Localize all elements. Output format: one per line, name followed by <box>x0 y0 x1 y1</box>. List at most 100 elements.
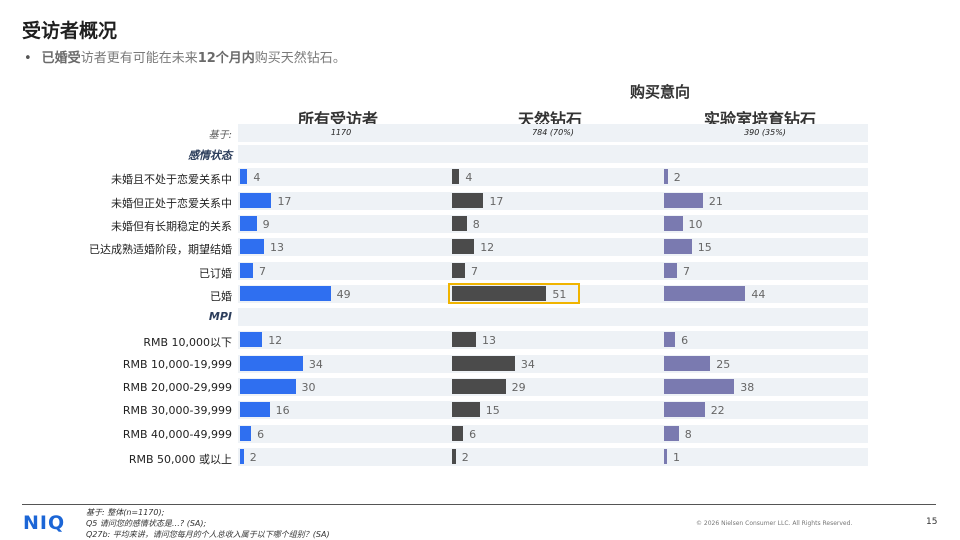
value-natural: 2 <box>461 450 469 464</box>
value-lab: 1 <box>673 450 680 464</box>
bar-natural <box>452 192 484 208</box>
base-value-natural: 784 (70%) <box>532 128 574 137</box>
row-band <box>238 308 868 327</box>
bar-all <box>240 332 263 348</box>
row-band <box>238 401 868 420</box>
bar-all <box>240 448 244 464</box>
footnote-q27b: Q27b: 平均来讲，请问您每月的个人总收入属于以下哪个组别？(SA) <box>86 530 330 539</box>
base-value-lab: 390 (35%) <box>744 128 786 137</box>
row-label: RMB 20,000-29,999 <box>122 381 232 394</box>
bar-all <box>240 192 272 208</box>
base-value-all: 1170 <box>330 128 352 137</box>
subtitle-text-2: 购买天然钻石 <box>254 51 333 66</box>
row-band <box>238 191 868 210</box>
bar-all <box>240 379 296 394</box>
row-label: 已订婚 <box>199 266 232 280</box>
bar-natural <box>452 285 547 301</box>
bar-natural <box>452 262 465 278</box>
value-lab: 2 <box>673 171 681 185</box>
value-all: 49 <box>336 287 351 301</box>
row-label: 未婚且不处于恋爱关系中 <box>111 173 232 187</box>
purchase-intent-header: 购买意向 <box>629 83 690 101</box>
row-band <box>238 168 868 187</box>
value-natural: 13 <box>482 334 497 348</box>
bar-natural <box>452 402 480 418</box>
bar-all <box>240 402 270 418</box>
value-all: 2 <box>249 450 257 464</box>
value-all: 17 <box>277 194 292 208</box>
bar-all <box>240 355 303 371</box>
row-label: RMB 40,000-49,999 <box>122 427 232 441</box>
bar-lab <box>664 402 705 418</box>
bar-lab <box>664 169 668 185</box>
slide-subtitle: • 已婚受访者更有可能在未来12个月内购买天然钻石。 <box>24 47 346 66</box>
row-band <box>238 331 868 350</box>
row-label: RMB 30,000-39,999 <box>122 404 232 418</box>
value-all: 16 <box>275 404 290 418</box>
row-band <box>238 261 868 280</box>
copyright: © 2026 Nielsen Consumer LLC. All Rights … <box>696 520 853 527</box>
value-all: 4 <box>253 171 261 185</box>
value-natural: 15 <box>485 404 500 418</box>
niq-logo: NIQ <box>23 512 66 534</box>
bar-lab <box>664 285 746 301</box>
bar-natural <box>452 425 464 441</box>
row-label: RMB 50,000 或以上 <box>128 452 232 466</box>
section-header: MPI <box>208 310 232 324</box>
row-band <box>238 447 868 466</box>
bar-lab <box>664 239 692 255</box>
bar-natural <box>452 169 460 185</box>
subtitle-emphasis: 已婚受 <box>41 51 81 66</box>
bar-all <box>240 285 331 301</box>
value-natural: 34 <box>520 357 535 371</box>
value-all: 7 <box>258 264 266 278</box>
row-label: RMB 10,000-19,999 <box>122 357 232 371</box>
value-natural: 4 <box>465 171 473 185</box>
bar-all <box>240 262 253 278</box>
bar-lab <box>664 262 677 278</box>
row-band <box>238 238 868 257</box>
bar-natural <box>452 239 475 255</box>
value-natural: 6 <box>469 427 477 441</box>
bar-all <box>240 239 265 255</box>
value-lab: 44 <box>751 287 766 301</box>
row-label: 未婚但正处于恋爱关系中 <box>111 196 232 210</box>
footnote-base: 基于: 整体(n=1170); <box>86 508 165 517</box>
value-lab: 21 <box>708 194 723 208</box>
slide-title: 受访者概况 <box>22 20 118 42</box>
row-band <box>238 354 868 373</box>
value-natural: 51 <box>552 287 567 301</box>
bar-lab <box>664 332 676 348</box>
base-label: 基于: <box>208 130 232 141</box>
value-all: 13 <box>270 241 285 255</box>
value-lab: 8 <box>684 427 692 441</box>
bar-natural <box>452 448 456 464</box>
row-label: RMB 10,000以下 <box>143 336 232 350</box>
value-natural: 12 <box>480 241 495 255</box>
highlight-box <box>448 282 581 304</box>
bar-all <box>240 425 252 441</box>
subtitle-end: 。 <box>332 51 346 66</box>
value-all: 12 <box>268 334 283 348</box>
row-band <box>238 424 868 443</box>
value-lab: 25 <box>716 357 731 371</box>
subtitle-emphasis-2: 12个月内 <box>197 51 255 66</box>
value-all: 9 <box>262 217 270 231</box>
page-number: 15 <box>926 517 938 527</box>
value-natural: 8 <box>472 217 480 231</box>
bar-lab <box>664 448 667 464</box>
value-lab: 6 <box>681 334 689 348</box>
bar-natural <box>452 379 506 394</box>
bar-lab <box>664 192 703 208</box>
footnotes: 基于: 整体(n=1170); Q5 请问您的感情状态是…? (SA); Q27… <box>86 507 330 540</box>
value-natural: 17 <box>489 194 504 208</box>
bar-all <box>240 215 257 231</box>
value-lab: 15 <box>697 241 712 255</box>
bullet-icon: • <box>24 51 32 66</box>
footer-rule <box>22 504 936 505</box>
value-all: 30 <box>301 381 316 394</box>
value-all: 6 <box>257 427 265 441</box>
value-natural: 29 <box>511 381 526 394</box>
row-band <box>238 214 868 233</box>
bar-natural <box>452 215 467 231</box>
